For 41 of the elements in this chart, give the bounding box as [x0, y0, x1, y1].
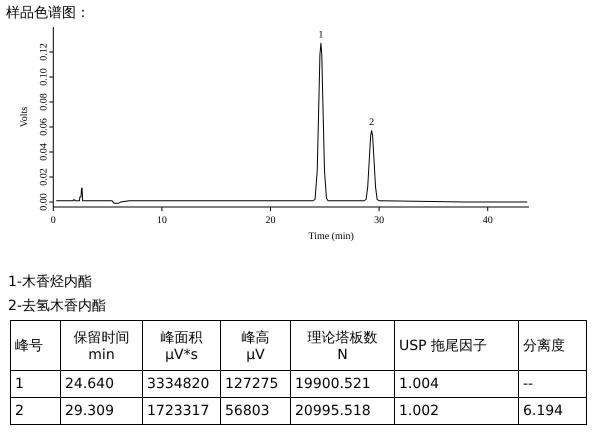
text: --	[518, 370, 586, 398]
x-tick-label: 0	[50, 215, 56, 226]
text: 56803	[220, 398, 290, 424]
y-tick-label: 0.06	[38, 118, 50, 136]
text: 127275	[220, 370, 290, 398]
x-tick-label: 20	[266, 215, 276, 226]
x-axis-title: Time (min)	[308, 231, 354, 242]
text: 分离度	[518, 320, 586, 370]
text: 峰号	[10, 320, 60, 370]
text: 1723317	[142, 398, 220, 424]
x-tick-label: 10	[156, 215, 167, 226]
x-tick-label: 40	[482, 215, 493, 226]
line-series	[56, 42, 528, 204]
text: 1.004	[394, 370, 518, 398]
text: USP 拖尾因子	[394, 320, 518, 370]
text: 峰高 μV	[220, 320, 290, 370]
y-axis-title: Volts	[19, 106, 30, 128]
text: 20995.518	[290, 398, 394, 424]
text: 29.309	[60, 398, 142, 424]
y-tick-label: 0.08	[38, 93, 50, 111]
text: 保留时间 min	[60, 320, 142, 370]
text: 2-去氢木香内酯	[8, 297, 106, 315]
text: 1-木香烃内酯	[8, 273, 92, 291]
text: 峰面积 μV*s	[142, 320, 220, 370]
x-tick-label: 30	[374, 215, 384, 226]
text: 3334820	[142, 370, 220, 398]
y-tick-label: 0.12	[38, 43, 50, 61]
text: 理论塔板数 N	[290, 320, 394, 370]
text: 19900.521	[290, 370, 394, 398]
y-tick-label: 0.00	[38, 193, 50, 211]
y-tick-label: 0.10	[38, 68, 50, 86]
y-tick-label: 0.04	[38, 143, 50, 161]
y-tick-label: 0.02	[38, 168, 50, 186]
text: 2	[10, 398, 60, 424]
annotation: 2	[369, 116, 374, 128]
text: 1.002	[394, 398, 518, 424]
text: 1	[10, 370, 60, 398]
annotation: 1	[318, 29, 324, 40]
chart-title: 样品色谱图：	[6, 4, 90, 22]
text: 24.640	[60, 370, 142, 398]
text: 6.194	[518, 398, 586, 424]
